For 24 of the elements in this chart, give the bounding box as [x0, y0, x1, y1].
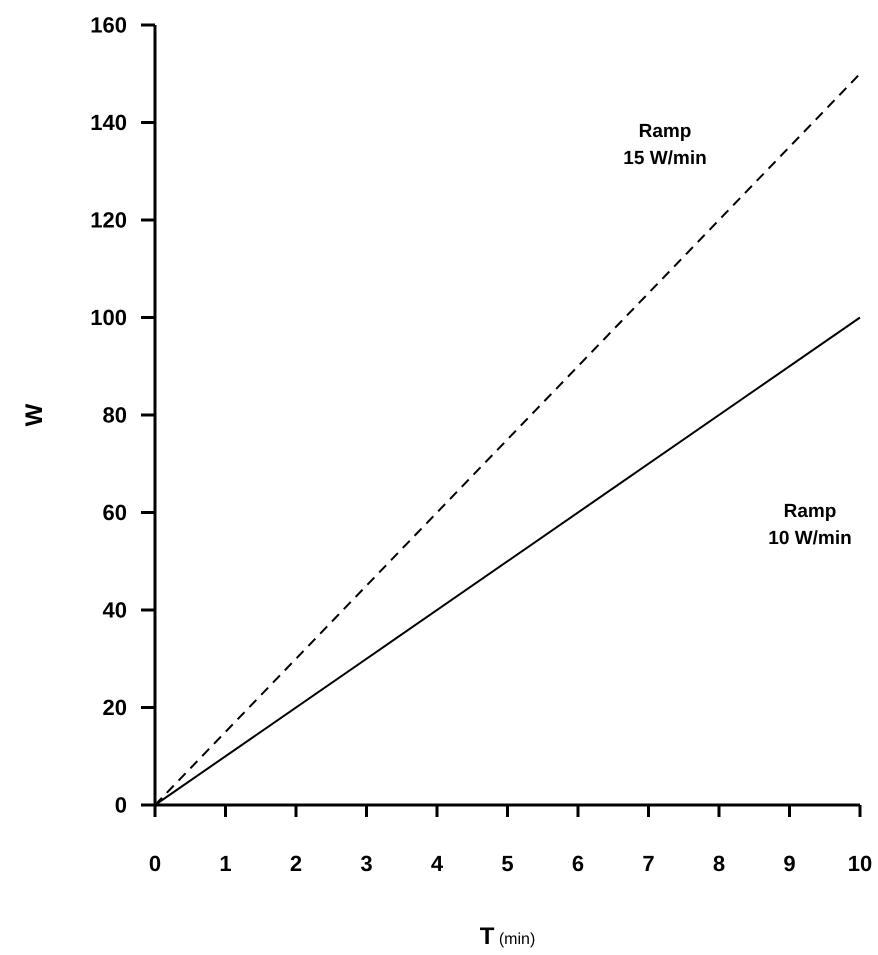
y-tick-label: 140 — [90, 110, 127, 136]
y-tick-label: 120 — [90, 208, 127, 233]
annotation: Ramp 10 W/min — [768, 501, 852, 549]
x-tick-label: 2 — [290, 851, 302, 876]
y-tick-label: 20 — [102, 695, 127, 720]
annotation: Ramp 15 W/min — [623, 121, 707, 169]
x-tick-label: 5 — [501, 851, 514, 876]
x-tick-label: 9 — [783, 851, 796, 876]
x-tick-label: 1 — [219, 851, 232, 876]
y-tick-label: 40 — [102, 598, 127, 623]
y-tick-label: 160 — [90, 12, 127, 38]
x-axis-title: T (min) — [480, 923, 536, 950]
x-tick-label: 4 — [430, 851, 444, 876]
x-tick-label: 0 — [148, 851, 162, 876]
y-tick-label: 80 — [102, 402, 127, 428]
x-tick-label: 7 — [642, 851, 655, 876]
x-tick-label: 10 — [848, 851, 872, 876]
y-tick-label: 0 — [114, 792, 127, 818]
x-tick-label: 6 — [572, 851, 584, 876]
y-tick-label: 60 — [102, 500, 127, 526]
x-tick-label: 3 — [360, 851, 373, 876]
y-axis-title: W — [21, 403, 48, 426]
y-tick-label: 100 — [90, 305, 127, 330]
x-tick-label: 8 — [712, 851, 726, 876]
